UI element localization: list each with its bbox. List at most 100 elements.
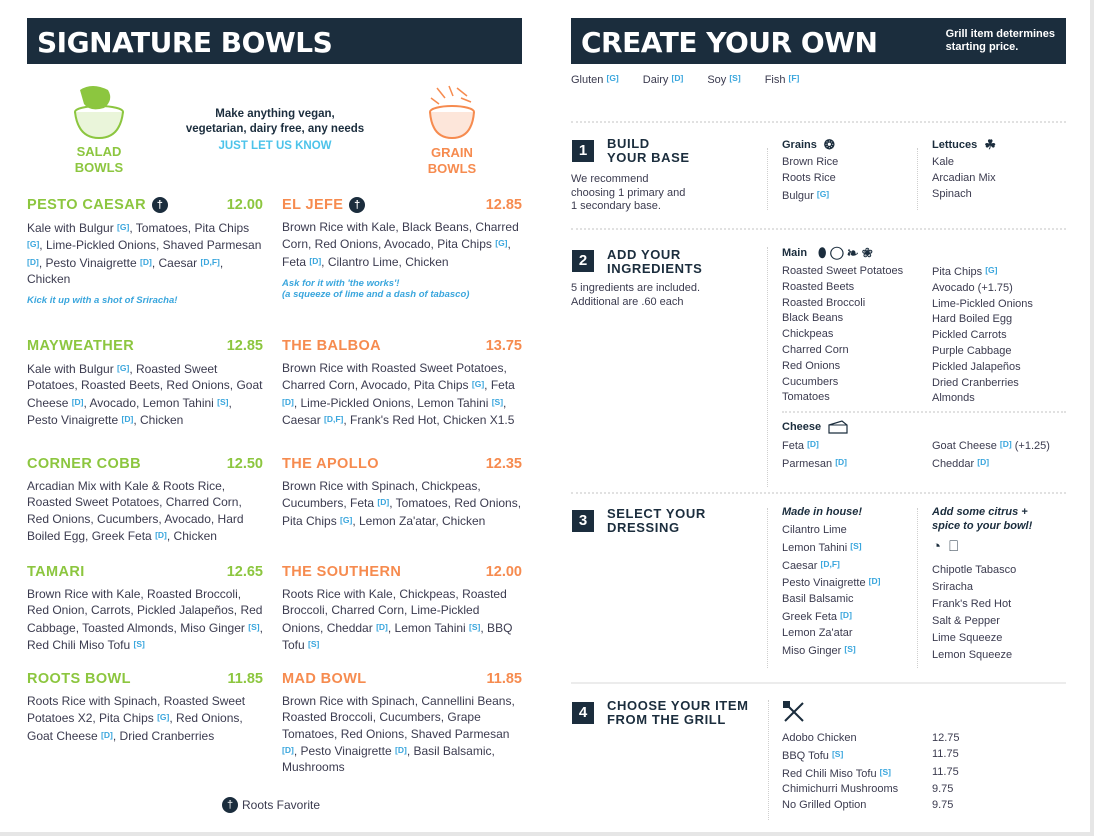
- lettuces-label: Lettuces: [932, 138, 978, 151]
- desc-text: , Roasted Sweet Potatoes, Roasted Beets,…: [27, 362, 263, 410]
- cheese-icon: [828, 420, 848, 434]
- allergen-tag: [G]: [985, 265, 998, 275]
- allergen-tag: [D,F]: [324, 413, 344, 424]
- list-item: Lemon Squeeze: [932, 647, 1016, 664]
- bowl-name-text: CORNER COBB: [27, 456, 141, 472]
- legend-label: Gluten: [571, 74, 604, 86]
- just-let-us-know-link[interactable]: JUST LET US KNOW: [218, 140, 332, 152]
- note-line: starting price.: [945, 41, 1019, 53]
- grain-label-line: BOWLS: [427, 161, 477, 176]
- roots-favorite-icon: †: [151, 197, 168, 213]
- bowl-name-text: PESTO CAESAR: [27, 197, 146, 213]
- desc-text: , BBQ Tofu: [282, 620, 513, 652]
- desc-text: , Cilantro Lime, Chicken: [321, 254, 449, 269]
- allergen-tag: [G]: [606, 73, 619, 83]
- step-title-line: DRESSING: [607, 519, 680, 535]
- salad-bowls-label: SALAD BOWLS: [70, 144, 128, 176]
- list-item: Tomatoes: [782, 390, 903, 406]
- list-item: Cucumbers: [782, 375, 903, 391]
- cheese-list-col1: Feta [D] Parmesan [D]: [782, 437, 847, 473]
- list-item: Greek Feta [D]: [782, 608, 880, 626]
- desc-text: , Lemon Tahini: [387, 620, 470, 635]
- roots-favorite-label: Roots Favorite: [242, 798, 321, 812]
- bowl-name: THE SOUTHERN: [282, 563, 401, 581]
- desc-text: Brown Rice with Roasted Sweet Potatoes, …: [282, 361, 507, 393]
- allergen-tag: [D]: [282, 396, 294, 407]
- allergen-tag: [S]: [879, 766, 891, 777]
- divider: [768, 700, 769, 820]
- desc-text: , Caesar: [282, 395, 507, 427]
- dressings-list: Cilantro Lime Lemon Tahini [S] Caesar [D,F…: [782, 523, 880, 659]
- allergen-tag: [D]: [395, 744, 407, 755]
- allergen-tag: [D,F]: [820, 558, 840, 569]
- allergen-tag: [S]: [133, 638, 145, 649]
- desc-text: , Feta: [282, 237, 511, 269]
- item-name: Roasted Beets: [782, 280, 855, 293]
- salad-label-line: SALAD: [76, 144, 122, 159]
- legend-roots-favorite: † Roots Favorite: [222, 797, 320, 813]
- step-number: 3: [572, 510, 594, 532]
- bowl-description: Brown Rice with Kale, Roasted Broccoli, …: [27, 586, 263, 653]
- step-title: ADD YOUR INGREDIENTS: [607, 248, 702, 275]
- item-name: Chickpeas: [782, 328, 834, 341]
- allergen-legend: Gluten [G] Dairy [D] Soy [S] Fish [F]: [571, 73, 799, 86]
- item-name: Miso Ginger: [782, 644, 842, 657]
- divider: [917, 148, 918, 210]
- main-list-col1: Roasted Sweet Potatoes Roasted Beets Roast…: [782, 264, 903, 406]
- desc-line: 5 ingredients are included.: [571, 282, 701, 294]
- bowl-description: Brown Rice with Roasted Sweet Potatoes, …: [282, 360, 522, 428]
- desc-text: , Feta: [484, 378, 515, 393]
- main-heading: Main ⬮◯❧❀: [782, 245, 877, 261]
- salt-pepper-icon: ⎕: [949, 538, 967, 555]
- list-item: Almonds: [932, 391, 1033, 407]
- item-name: Frank's Red Hot: [932, 597, 1012, 610]
- item-price: 11.75: [932, 765, 959, 778]
- item-name: Greek Feta: [782, 610, 838, 623]
- list-item: Goat Cheese [D] (+1.25): [932, 437, 1050, 455]
- divider: [767, 508, 768, 668]
- bowl-name: MAYWEATHER: [27, 337, 134, 355]
- bowl-price: 11.85: [486, 671, 523, 687]
- step-title-line: FROM THE GRILL: [607, 711, 726, 727]
- list-item: Bulgur [G]: [782, 187, 838, 205]
- item-name: Tomatoes: [782, 391, 830, 404]
- allergen-tag: [D]: [155, 529, 167, 540]
- bowl-description: Roots Rice with Spinach, Roasted Sweet P…: [27, 693, 263, 744]
- bowl-price: 12.35: [485, 456, 522, 472]
- desc-text: , Lemon Za'atar, Chicken: [352, 513, 486, 528]
- list-item: Roasted Beets: [782, 280, 903, 296]
- step-title-line: CHOOSE YOUR ITEM: [607, 698, 749, 713]
- desc-text: , Frank's Red Hot, Chicken X1.5: [343, 412, 515, 427]
- bowl-name: PESTO CAESAR †: [27, 196, 168, 214]
- promo-line: vegetarian, dairy free, any needs: [185, 123, 365, 135]
- page-edge: [0, 832, 1094, 836]
- lettuces-list: Kale Arcadian Mix Spinach: [932, 155, 996, 202]
- citrus-heading: Add some citrus + spice to your bowl!: [932, 505, 1032, 533]
- desc-text: , Tomatoes, Red Onions, Pita Chips: [282, 496, 522, 528]
- item-name: Caesar: [782, 559, 818, 572]
- item-name: Brown Rice: [782, 156, 839, 168]
- allergen-tag: [S]: [831, 748, 844, 759]
- list-item: Dried Cranberries: [932, 376, 1033, 392]
- desc-line: Additional are .60 each: [571, 295, 684, 308]
- legend-label: Soy: [707, 74, 727, 86]
- list-item: Roots Rice: [782, 171, 838, 187]
- bowl-name: CORNER COBB: [27, 455, 141, 473]
- grain-bowls-label: GRAIN BOWLS: [422, 145, 482, 177]
- list-item: Chickpeas: [782, 327, 903, 343]
- main-list-col2: Pita Chips [G] Avocado (+1.75) Lime-Pickle…: [932, 263, 1033, 407]
- desc-line: choosing 1 primary and: [571, 186, 686, 199]
- item-name: Roasted Sweet Potatoes: [782, 265, 904, 277]
- list-item: Lime Squeeze: [932, 630, 1016, 647]
- item-name: Lime Squeeze: [932, 631, 1003, 644]
- cheese-label: Cheese: [782, 420, 822, 433]
- allergen-tag: [D]: [121, 413, 134, 424]
- item-name: Lemon Tahini: [782, 541, 848, 554]
- create-your-own-banner: CREATE YOUR OWN Grill item determines st…: [571, 18, 1066, 64]
- bowl-description: Brown Rice with Spinach, Chickpeas, Cucu…: [282, 478, 522, 529]
- grains-icon: ❂: [823, 137, 835, 152]
- citrus-icon: ◔: [932, 538, 950, 555]
- item-name: Chimichurri Mushrooms: [782, 783, 899, 796]
- list-item: Chimichurri Mushrooms 9.75: [782, 782, 953, 798]
- allergen-tag: [G]: [340, 514, 353, 525]
